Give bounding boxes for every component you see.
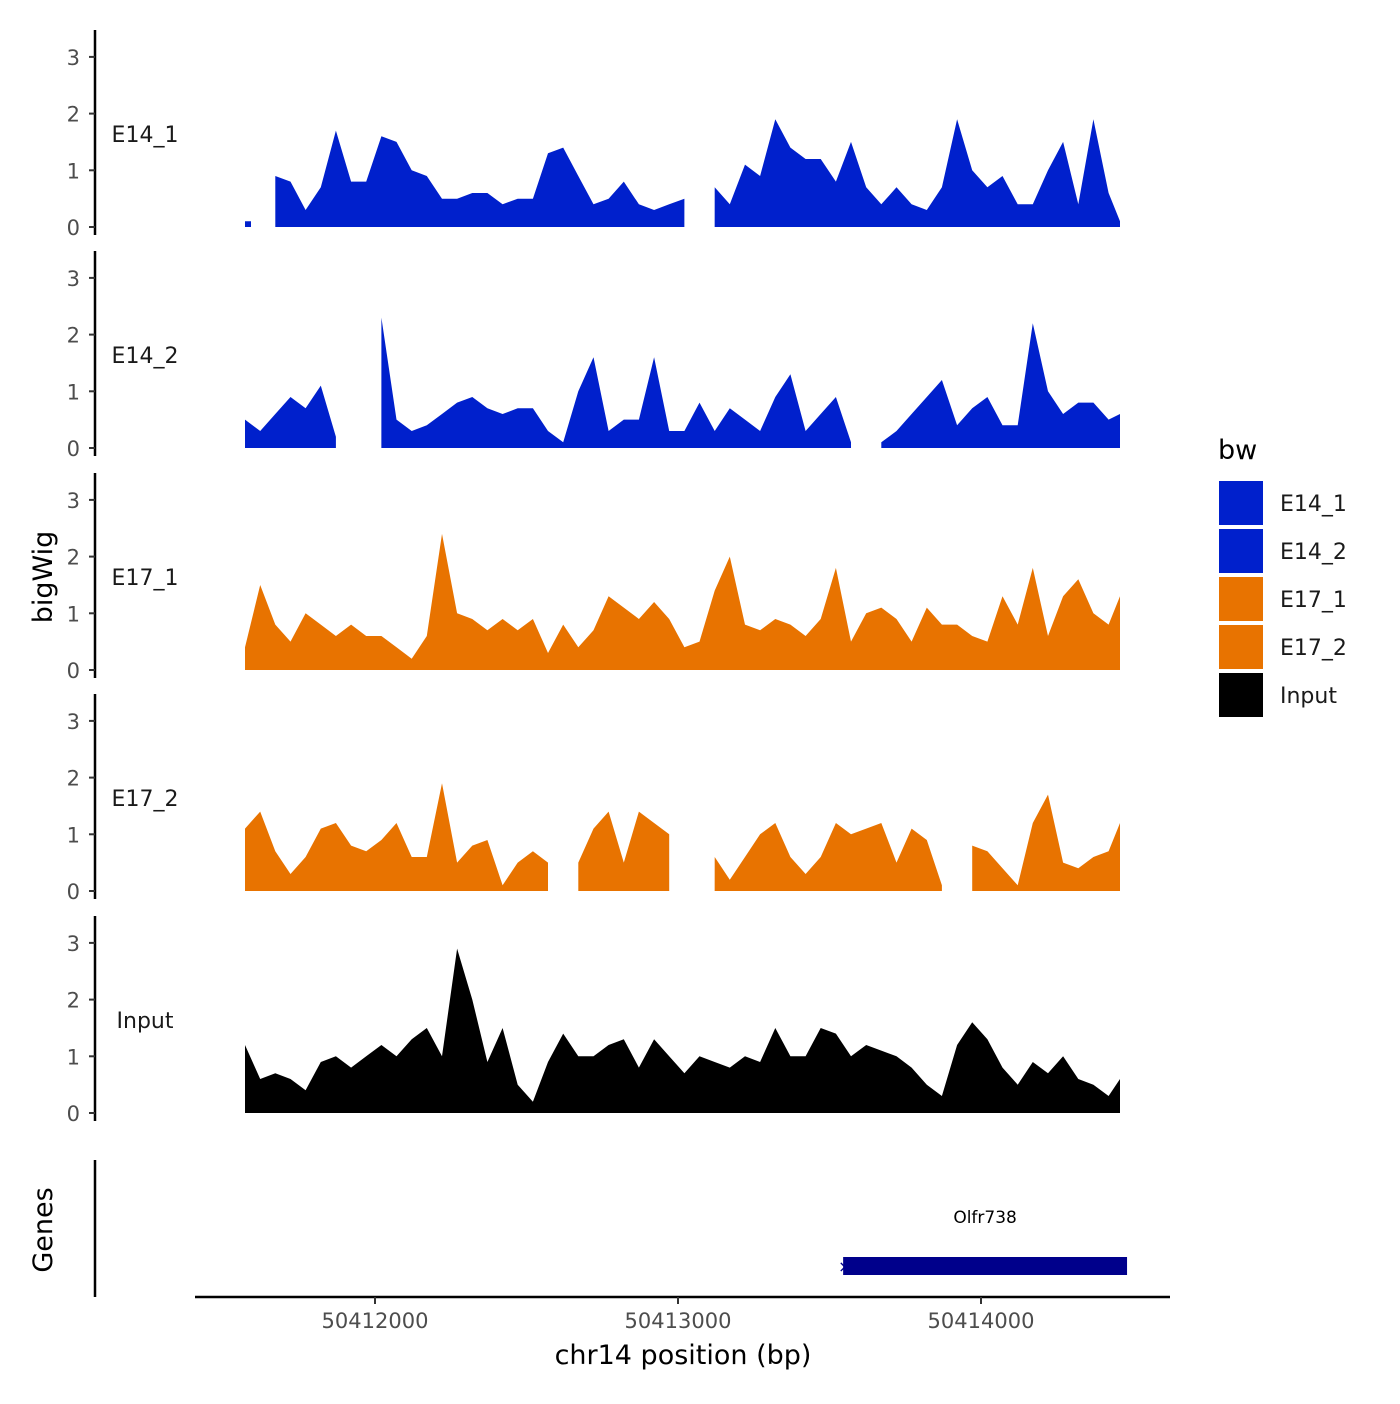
track-e17-1: 0 1 2 3 E17_1 bbox=[67, 473, 1120, 683]
y-tick-label: 1 bbox=[67, 1045, 80, 1069]
legend-key bbox=[1219, 577, 1263, 621]
legend-label: E17_1 bbox=[1280, 588, 1347, 613]
legend-key bbox=[1219, 673, 1263, 717]
y-tick-label: 2 bbox=[67, 324, 80, 348]
signal-area bbox=[972, 794, 1120, 891]
y-tick-label: 2 bbox=[67, 103, 80, 127]
y-tick-label: 3 bbox=[67, 46, 80, 70]
y-axis-title: bigWig bbox=[28, 531, 59, 624]
signal-area bbox=[245, 533, 1120, 670]
gene-strand-mark: × bbox=[838, 1257, 851, 1276]
x-tick-label: 50412000 bbox=[322, 1309, 429, 1333]
y-tick-label: 1 bbox=[67, 380, 80, 404]
signal-area bbox=[714, 823, 942, 891]
y-tick-label: 3 bbox=[67, 932, 80, 956]
genes-panel: Genes × Olfr738 bbox=[28, 1160, 1128, 1297]
y-tick-label: 1 bbox=[67, 602, 80, 626]
legend-label: Input bbox=[1280, 684, 1337, 709]
y-tick-label: 2 bbox=[67, 989, 80, 1013]
legend-key bbox=[1219, 481, 1263, 525]
track-label: Input bbox=[117, 1009, 174, 1034]
legend-key bbox=[1219, 529, 1263, 573]
track-e14-2: 0 1 2 3 E14_2 bbox=[67, 251, 1120, 461]
x-tick-label: 50413000 bbox=[625, 1309, 732, 1333]
y-tick-label: 3 bbox=[67, 267, 80, 291]
signal-area bbox=[245, 783, 549, 891]
y-tick-label: 2 bbox=[67, 546, 80, 570]
y-tick-label: 0 bbox=[67, 216, 80, 240]
track-input: 0 1 2 3 Input bbox=[67, 916, 1120, 1126]
gene-label: Olfr738 bbox=[953, 1208, 1017, 1228]
y-tick-label: 0 bbox=[67, 880, 80, 904]
y-tick-label: 2 bbox=[67, 767, 80, 791]
legend-label: E14_2 bbox=[1280, 540, 1347, 565]
x-tick-label: 50414000 bbox=[928, 1309, 1035, 1333]
genes-axis-title: Genes bbox=[28, 1187, 59, 1272]
signal-area bbox=[245, 221, 252, 227]
signal-area bbox=[245, 385, 336, 448]
signal-area bbox=[881, 323, 1120, 448]
y-tick-label: 1 bbox=[67, 159, 80, 183]
y-tick-label: 0 bbox=[67, 1102, 80, 1126]
x-axis: chr14 position (bp) 50412000 50413000 5041… bbox=[195, 1295, 1170, 1371]
track-label: E17_2 bbox=[112, 787, 179, 812]
track-e17-2: 0 1 2 3 E17_2 bbox=[67, 694, 1120, 904]
y-tick-label: 1 bbox=[67, 823, 80, 847]
y-tick-label: 3 bbox=[67, 489, 80, 513]
y-tick-label: 3 bbox=[67, 710, 80, 734]
signal-area bbox=[275, 130, 685, 227]
x-axis-title: chr14 position (bp) bbox=[555, 1340, 812, 1371]
y-tick-label: 0 bbox=[67, 437, 80, 461]
track-e14-1: 0 1 2 3 E14_1 bbox=[67, 30, 1120, 240]
track-label: E14_2 bbox=[112, 344, 179, 369]
legend-label: E17_2 bbox=[1280, 636, 1347, 661]
legend-key bbox=[1219, 625, 1263, 669]
signal-area bbox=[245, 948, 1120, 1113]
track-label: E14_1 bbox=[112, 123, 179, 148]
signal-area bbox=[578, 811, 670, 891]
tracks: 0 1 2 3 E14_1 0 1 2 3 E14_2 0 1 2 3 E17_1 0 1 2 3 E17_2 0 1 2 3… bbox=[67, 30, 1120, 1126]
legend-title: bw bbox=[1218, 435, 1257, 466]
y-tick-label: 0 bbox=[67, 659, 80, 683]
gene-body bbox=[843, 1257, 1128, 1275]
track-label: E17_1 bbox=[112, 566, 179, 591]
legend-label: E14_1 bbox=[1280, 492, 1347, 517]
signal-area bbox=[714, 119, 1120, 227]
signal-area bbox=[381, 317, 852, 448]
legend: bw E14_1 E14_2 E17_1 E17_2 Input bbox=[1218, 435, 1347, 717]
